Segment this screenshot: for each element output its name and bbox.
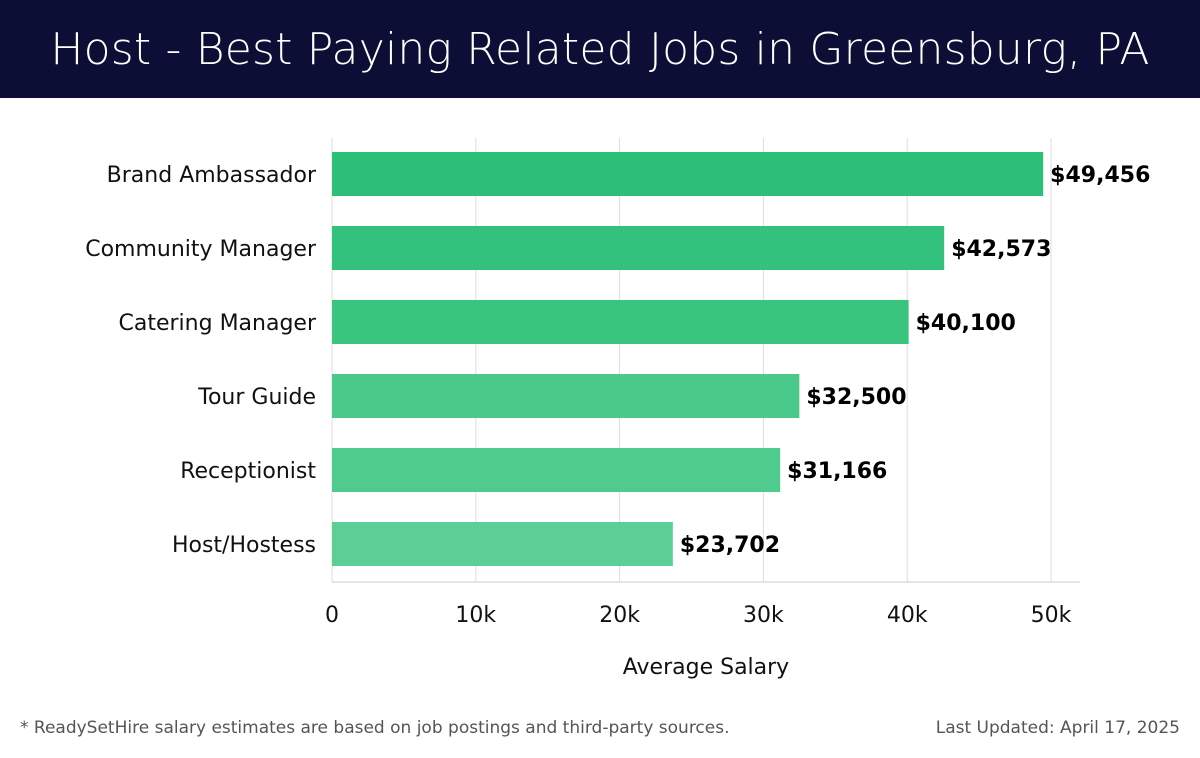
x-tick-label: 0 — [325, 603, 339, 628]
category-label: Host/Hostess — [172, 533, 316, 558]
bar[interactable] — [332, 300, 909, 344]
chart-title: Host - Best Paying Related Jobs in Green… — [50, 23, 1150, 75]
last-updated: Last Updated: April 17, 2025 — [935, 718, 1180, 738]
category-label: Tour Guide — [197, 385, 316, 410]
x-tick-label: 20k — [599, 603, 640, 628]
bar[interactable] — [332, 226, 945, 270]
value-label: $40,100 — [916, 311, 1016, 336]
x-tick-label: 30k — [743, 603, 784, 628]
bar[interactable] — [332, 448, 781, 492]
chart-header: Host - Best Paying Related Jobs in Green… — [0, 0, 1200, 98]
x-tick-label: 50k — [1031, 603, 1072, 628]
value-label: $49,456 — [1050, 163, 1150, 188]
category-label: Community Manager — [85, 237, 317, 262]
value-label: $42,573 — [951, 237, 1051, 262]
bar-chart: Brand Ambassador $49,456 Community Manager… — [85, 138, 1150, 680]
footnote: * ReadySetHire salary estimates are base… — [20, 718, 730, 738]
x-axis-title: Average Salary — [623, 655, 789, 680]
value-label: $32,500 — [806, 385, 906, 410]
value-label: $31,166 — [787, 459, 887, 484]
x-tick-label: 10k — [455, 603, 496, 628]
bar[interactable] — [332, 152, 1044, 196]
category-label: Catering Manager — [119, 311, 317, 336]
value-label: $23,702 — [680, 533, 780, 558]
category-label: Brand Ambassador — [107, 163, 317, 188]
bar[interactable] — [332, 374, 800, 418]
x-tick-label: 40k — [887, 603, 928, 628]
category-label: Receptionist — [180, 459, 316, 484]
bar[interactable] — [332, 522, 673, 566]
